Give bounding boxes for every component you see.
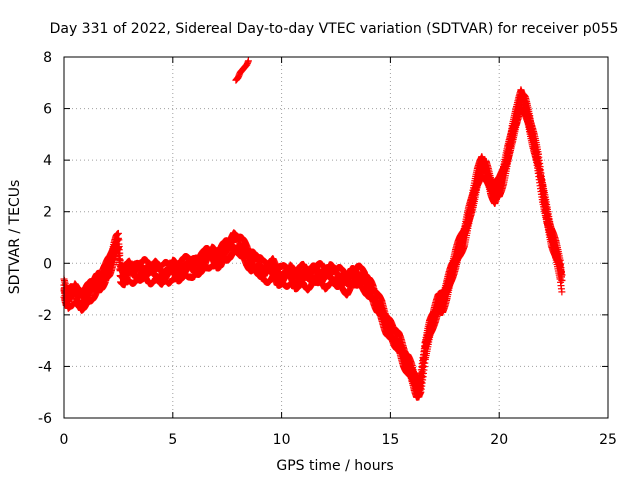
chart-title: Day 331 of 2022, Sidereal Day-to-day VTE… bbox=[50, 21, 619, 37]
grid-lines bbox=[64, 57, 608, 418]
data-points bbox=[60, 57, 566, 401]
data-point bbox=[558, 288, 566, 296]
